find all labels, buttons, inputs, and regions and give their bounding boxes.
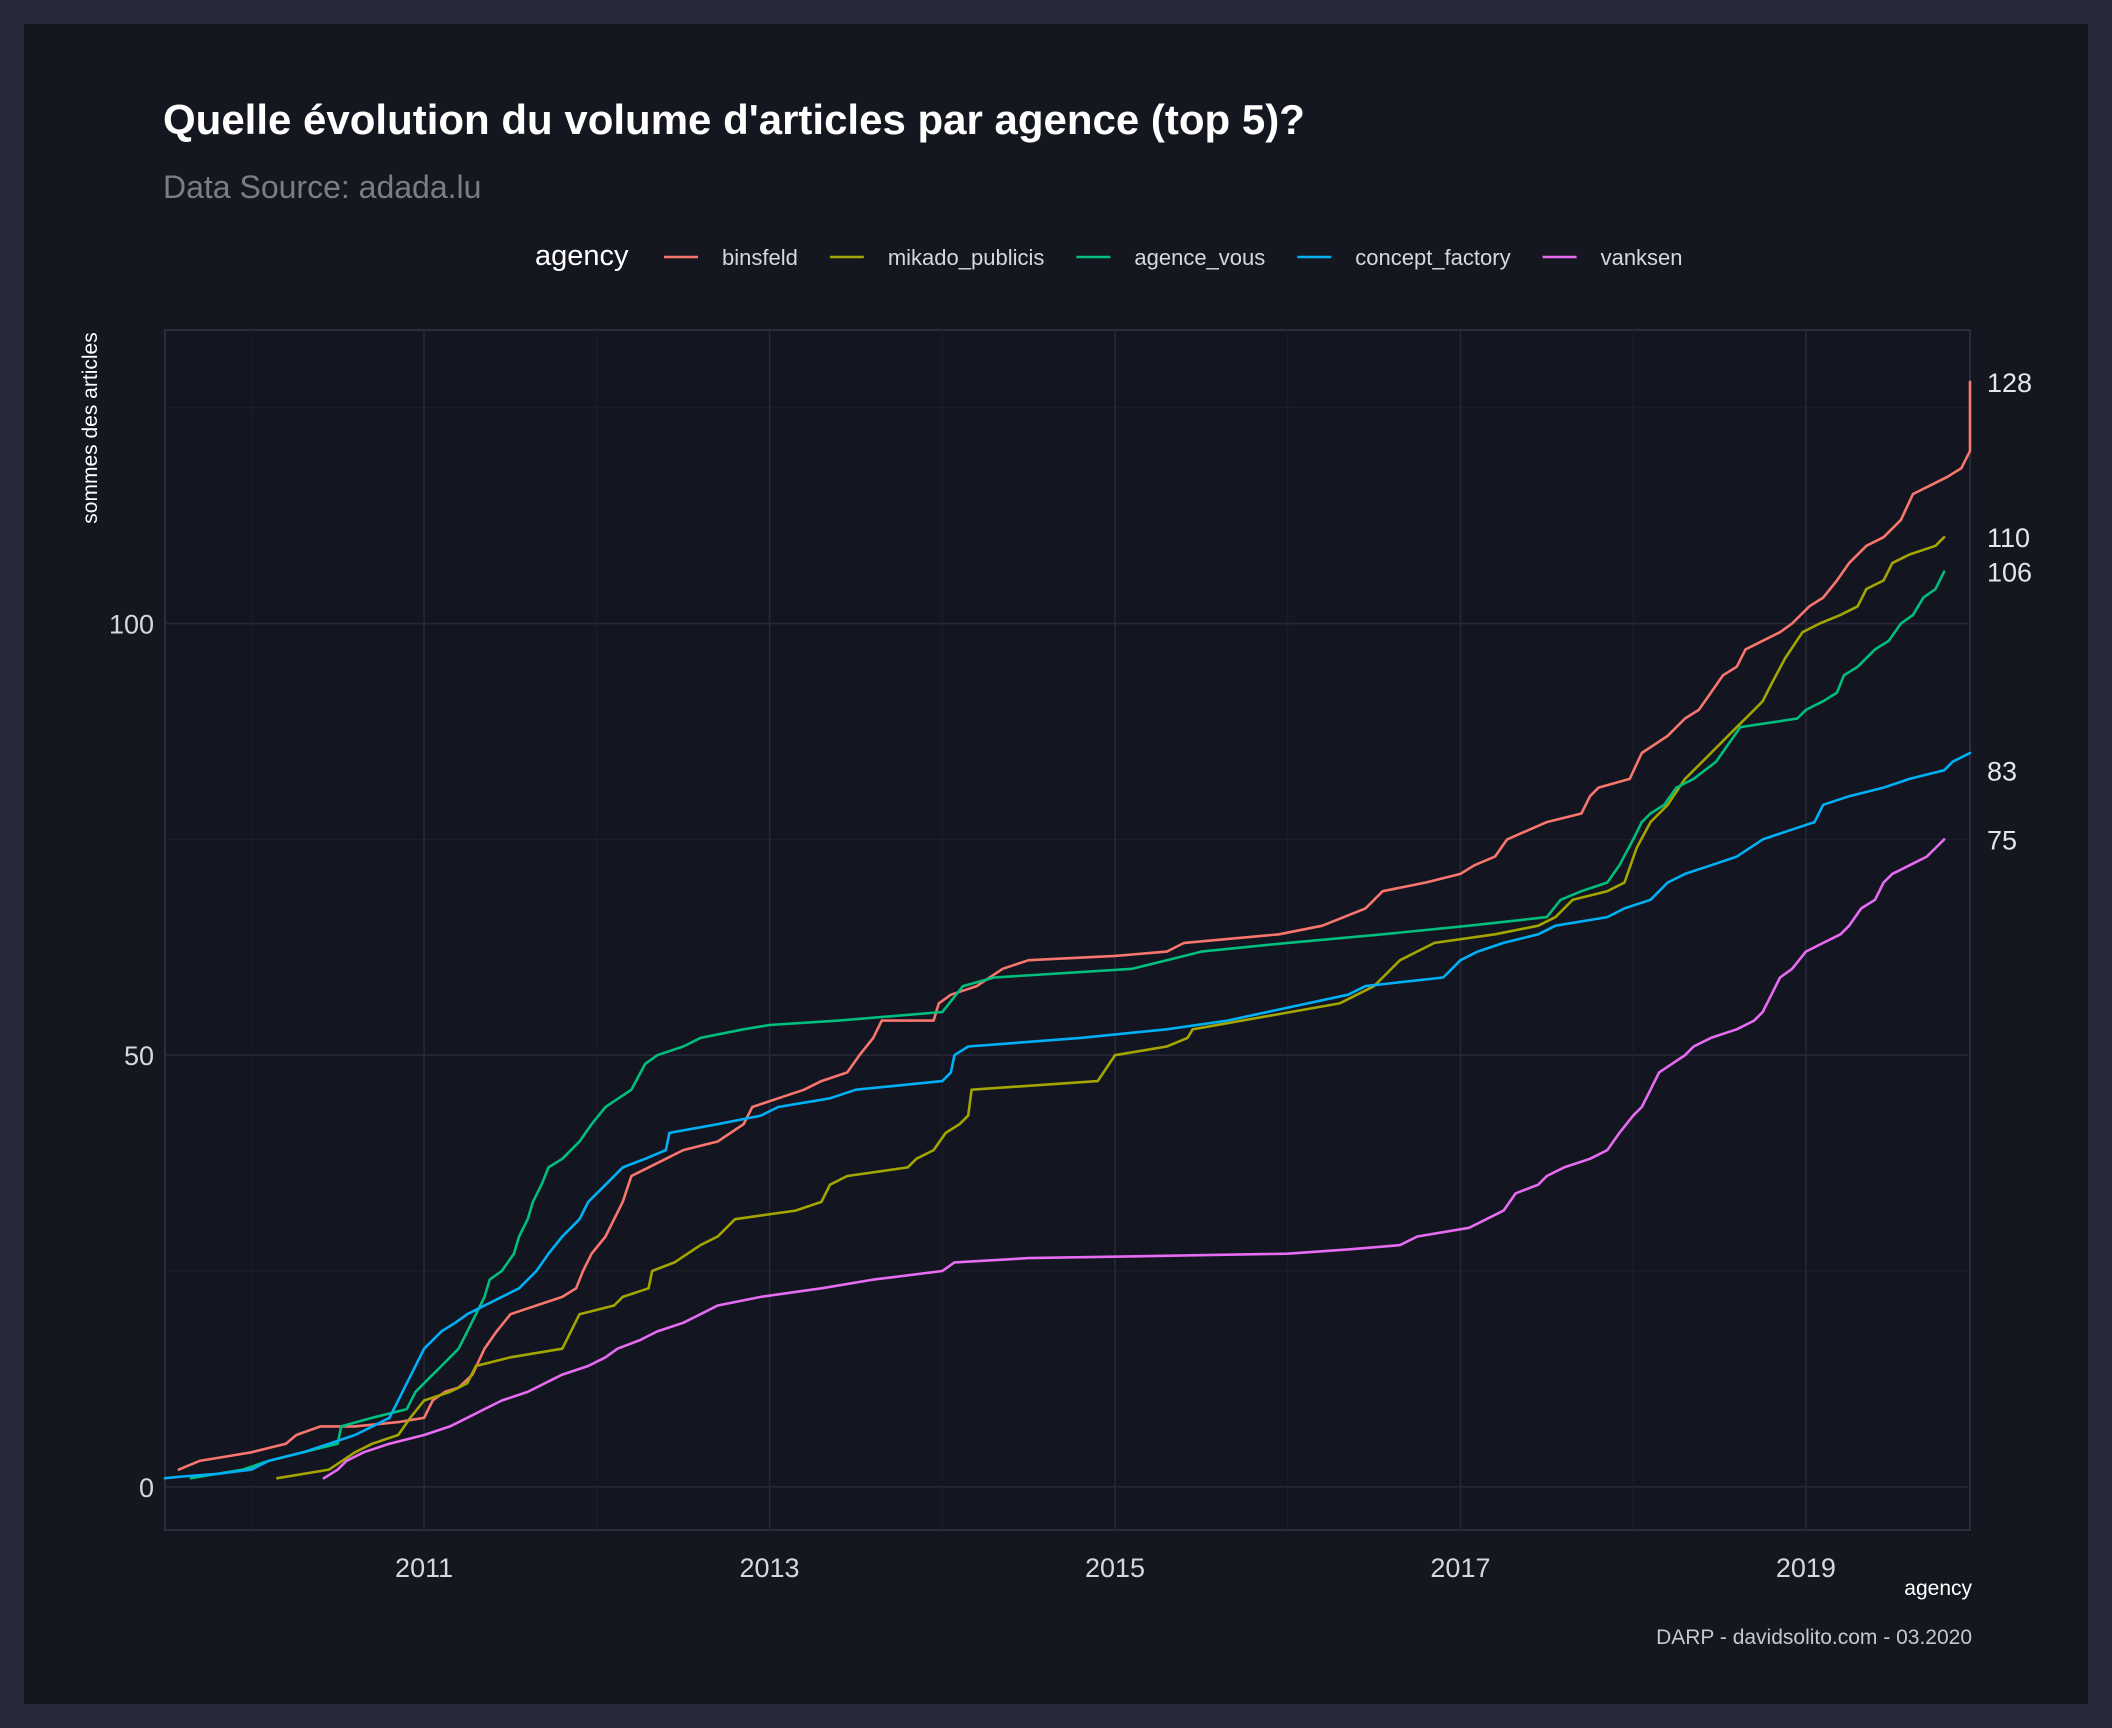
legend-item-agence_vous: agence_vous bbox=[1076, 245, 1265, 270]
x-tick-label: 2017 bbox=[1430, 1553, 1490, 1583]
legend-label-concept_factory: concept_factory bbox=[1355, 245, 1510, 270]
legend-item-concept_factory: concept_factory bbox=[1297, 245, 1511, 270]
y-tick-label: 100 bbox=[109, 610, 154, 640]
end-labels: 128 110 106 83 75 bbox=[1987, 368, 2032, 856]
end-label-vanksen: 75 bbox=[1987, 825, 2017, 855]
chart-panel: Quelle évolution du volume d'articles pa… bbox=[24, 24, 2088, 1704]
series-line-mikado_publicis bbox=[276, 535, 1946, 1480]
legend-item-vanksen: vanksen bbox=[1542, 245, 1683, 270]
y-axis-title: sommes des articles bbox=[79, 332, 102, 523]
end-label-concept_factory: 83 bbox=[1987, 756, 2017, 786]
plot-area bbox=[164, 329, 1971, 1531]
end-label-mikado_publicis: 110 bbox=[1987, 523, 2030, 553]
legend-label-vanksen: vanksen bbox=[1601, 245, 1683, 270]
grid bbox=[165, 330, 1970, 1530]
x-tick-label: 2013 bbox=[740, 1553, 800, 1583]
legend-item-mikado_publicis: mikado_publicis bbox=[829, 245, 1045, 270]
series-line-vanksen bbox=[322, 838, 1946, 1480]
legend-label-agence_vous: agence_vous bbox=[1134, 245, 1265, 270]
legend-item-binsfeld: binsfeld bbox=[664, 245, 798, 270]
end-label-agence_vous: 106 bbox=[1987, 558, 2032, 588]
series-lines bbox=[163, 380, 1972, 1480]
y-axis-ticks: 0 50 100 bbox=[109, 610, 154, 1503]
x-tick-label: 2015 bbox=[1085, 1553, 1145, 1583]
series-line-concept_factory bbox=[163, 751, 1972, 1480]
legend-label-binsfeld: binsfeld bbox=[722, 245, 798, 270]
chart-title: Quelle évolution du volume d'articles pa… bbox=[163, 96, 1305, 143]
caption: DARP - davidsolito.com - 03.2020 bbox=[1656, 1626, 1972, 1649]
x-tick-label: 2019 bbox=[1776, 1553, 1836, 1583]
legend: agency binsfeld mikado_publicis agence_vou… bbox=[535, 240, 1683, 272]
series-line-binsfeld bbox=[177, 380, 1972, 1471]
x-tick-label: 2011 bbox=[395, 1553, 453, 1583]
legend-title: agency bbox=[535, 240, 629, 272]
line-chart: Quelle évolution du volume d'articles pa… bbox=[79, 96, 2032, 1649]
y-tick-label: 0 bbox=[139, 1473, 154, 1503]
chart-subtitle: Data Source: adada.lu bbox=[163, 169, 481, 205]
legend-label-mikado_publicis: mikado_publicis bbox=[888, 245, 1045, 270]
x-axis-ticks: 2011 2013 2015 2017 2019 bbox=[395, 1553, 1836, 1583]
x-axis-title: agency bbox=[1904, 1577, 1972, 1600]
end-label-binsfeld: 128 bbox=[1987, 368, 2032, 398]
y-tick-label: 50 bbox=[124, 1041, 154, 1071]
series-line-agence_vous bbox=[189, 570, 1946, 1480]
